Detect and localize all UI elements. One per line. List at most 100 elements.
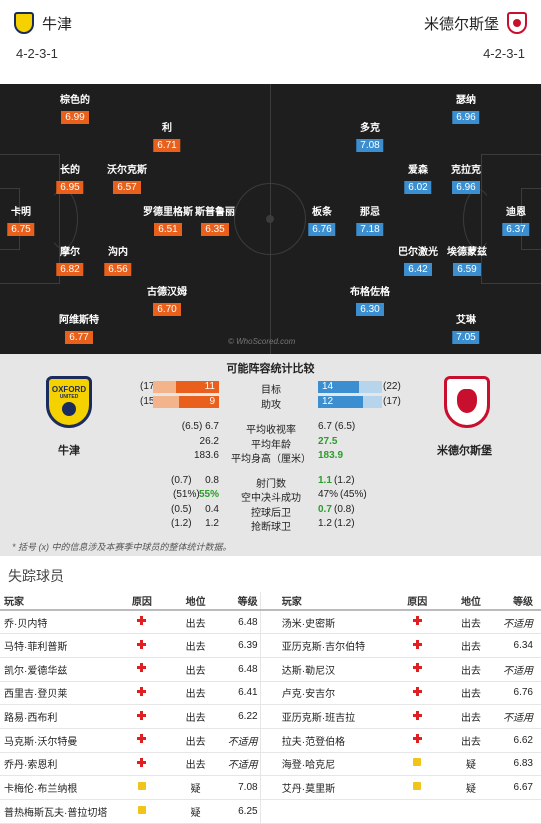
status: 出去 — [438, 681, 503, 706]
home-player[interactable]: 摩尔 6.82 — [56, 246, 84, 277]
away-player[interactable]: 埃德蒙兹 6.59 — [447, 246, 487, 277]
player-name[interactable]: 乔丹·索恩利 — [0, 752, 121, 777]
away-player[interactable]: 艾琳 7.05 — [452, 314, 480, 345]
col-status[interactable]: 地位 — [163, 592, 228, 611]
home-player[interactable]: 长的 6.95 — [56, 164, 84, 195]
player-rating: 7.18 — [356, 223, 384, 236]
player-rating: 6.75 — [7, 223, 35, 236]
home-player[interactable]: 斯普鲁丽 6.35 — [195, 206, 235, 237]
injury-icon — [137, 639, 147, 649]
stat-row: (51%) 55% 空中决斗成功 47% (45%) — [0, 489, 541, 504]
table-row: 西里吉·登贝莱 出去 6.41 卢克·安吉尔 出去 6.76 — [0, 681, 541, 706]
away-player[interactable]: 巴尔激光 6.42 — [398, 246, 438, 277]
away-season-value: (1.2) — [334, 475, 355, 486]
away-player[interactable]: 布格佐格 6.30 — [350, 286, 390, 317]
rating: 6.83 — [502, 752, 541, 777]
player-name[interactable]: 乔·贝内特 — [0, 610, 121, 635]
player-rating: 6.77 — [65, 331, 93, 344]
rating: 不适用 — [502, 657, 541, 682]
player-name[interactable]: 卢克·安吉尔 — [277, 681, 396, 706]
away-team-name[interactable]: 米德尔斯堡 — [423, 15, 499, 33]
player-name[interactable]: 普热梅斯瓦夫·普拉切塔 — [0, 799, 121, 824]
player-name[interactable]: 达斯·勒尼汉 — [277, 657, 396, 682]
away-value: 1.2 — [318, 518, 332, 529]
player-rating: 6.30 — [356, 303, 384, 316]
home-value: 1.2 — [205, 518, 219, 529]
rating: 6.34 — [502, 633, 541, 658]
player-rating: 6.96 — [452, 181, 480, 194]
injury-icon — [137, 663, 147, 673]
stat-label: 空中决斗成功 — [241, 493, 301, 504]
away-player[interactable]: 克拉克 6.96 — [451, 164, 481, 195]
away-player[interactable]: 瑟纳 6.96 — [452, 94, 480, 125]
player-name[interactable]: 马克斯·沃尔特曼 — [0, 728, 121, 753]
player-name[interactable]: 拉夫·范登伯格 — [277, 728, 396, 753]
player-name[interactable]: 亚历克斯·班吉拉 — [277, 704, 396, 729]
away-season-value: (1.2) — [334, 518, 355, 529]
status: 出去 — [438, 610, 503, 635]
col-reason[interactable]: 原因 — [395, 592, 439, 611]
stat-label: 平均身高（厘米） — [231, 454, 311, 465]
player-rating: 6.42 — [404, 263, 432, 276]
status: 出去 — [163, 704, 228, 729]
home-team-header[interactable]: 牛津 — [14, 12, 80, 34]
away-team-header[interactable]: 米德尔斯堡 — [416, 12, 527, 34]
player-name[interactable]: 马特·菲利普斯 — [0, 633, 121, 658]
home-player[interactable]: 沃尔克斯 6.57 — [107, 164, 147, 195]
col-player[interactable]: 玩家 — [277, 592, 396, 611]
away-value: 27.5 — [318, 436, 338, 447]
away-player[interactable]: 迪恩 6.37 — [502, 206, 530, 237]
home-player[interactable]: 古德汉姆 6.70 — [147, 286, 187, 317]
home-player[interactable]: 阿维斯特 6.77 — [59, 314, 99, 345]
injury-icon — [137, 710, 147, 720]
player-name: 瑟纳 — [456, 95, 476, 106]
col-status[interactable]: 地位 — [438, 592, 503, 611]
away-player[interactable]: 那忌 7.18 — [356, 206, 384, 237]
away-player[interactable]: 板条 6.76 — [308, 206, 336, 237]
home-player[interactable]: 罗德里格斯 6.51 — [143, 206, 193, 237]
table-row: 乔·贝内特 出去 6.48 汤米·史密斯 出去 不适用 — [0, 610, 541, 635]
home-season-value: (51%) — [173, 489, 200, 500]
away-bar: 14 — [318, 381, 382, 393]
col-rating[interactable]: 等级 — [227, 592, 261, 611]
reason — [395, 728, 439, 753]
table-row: 乔丹·索恩利 出去 不适用 海登·哈克尼 疑 6.83 — [0, 752, 541, 777]
away-player[interactable]: 多克 7.08 — [356, 122, 384, 153]
player-rating: 6.99 — [61, 111, 89, 124]
rating: 6.76 — [502, 681, 541, 706]
player-name[interactable]: 亚历克斯·吉尔伯特 — [277, 633, 396, 658]
home-player[interactable]: 利 6.71 — [153, 122, 181, 153]
reason — [395, 704, 439, 729]
player-name[interactable]: 卡梅伦·布兰纳根 — [0, 775, 121, 800]
away-player[interactable]: 爱森 6.02 — [404, 164, 432, 195]
injury-icon — [412, 686, 422, 696]
badge-text: OXFORD — [51, 385, 87, 394]
comparison-title: 可能阵容统计比较 — [226, 363, 315, 375]
player-rating: 6.57 — [113, 181, 141, 194]
player-name[interactable]: 路易·西布利 — [0, 704, 121, 729]
stat-row: (0.5) 0.4 控球后卫 0.7 (0.8) — [0, 504, 541, 519]
rating: 不适用 — [502, 610, 541, 635]
player-name[interactable]: 西里吉·登贝莱 — [0, 681, 121, 706]
home-value: 183.6 — [193, 450, 219, 461]
home-player[interactable]: 沟内 6.56 — [104, 246, 132, 277]
oxford-crest-icon: OXFORD UNITED — [46, 376, 92, 428]
home-team-name[interactable]: 牛津 — [42, 15, 73, 33]
player-name[interactable]: 海登·哈克尼 — [277, 752, 396, 777]
col-player[interactable]: 玩家 — [0, 592, 121, 611]
player-name[interactable]: 汤米·史密斯 — [277, 610, 396, 635]
home-penalty-arc — [48, 189, 78, 249]
player-name[interactable]: 凯尔·爱德华兹 — [0, 657, 121, 682]
home-player[interactable]: 棕色的 6.99 — [60, 94, 90, 125]
col-rating[interactable]: 等级 — [502, 592, 541, 611]
col-reason[interactable]: 原因 — [120, 592, 164, 611]
home-formation: 4-2-3-1 — [16, 46, 58, 61]
home-player[interactable]: 卡明 6.75 — [7, 206, 35, 237]
table-row: 普热梅斯瓦夫·普拉切塔 疑 6.25 — [0, 799, 541, 824]
reason — [395, 752, 439, 777]
player-name: 克拉克 — [451, 165, 481, 176]
player-name[interactable]: 艾丹·莫里斯 — [277, 775, 396, 800]
home-value: (6.5) 6.7 — [181, 421, 219, 432]
status: 疑 — [438, 752, 503, 777]
injury-icon — [412, 639, 422, 649]
